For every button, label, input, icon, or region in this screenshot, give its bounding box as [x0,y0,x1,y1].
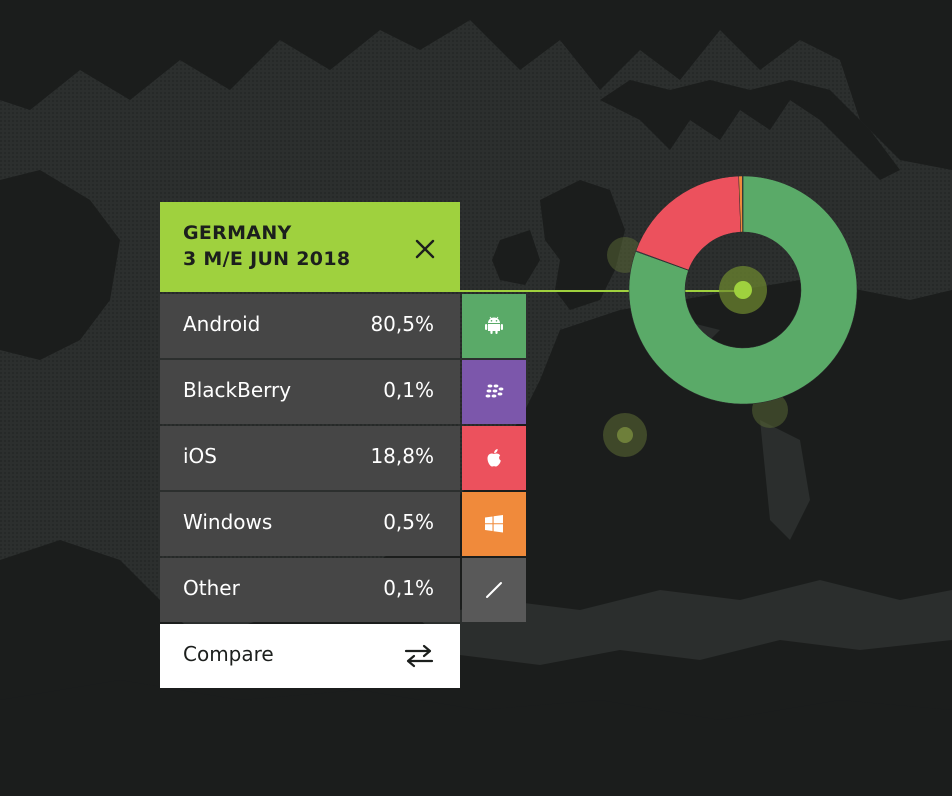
compare-button[interactable]: Compare [160,624,460,688]
period-label: 3 M/E JUN 2018 [183,248,351,270]
compare-label: Compare [183,642,274,666]
country-panel: GERMANY 3 M/E JUN 2018 Android 80,5% [160,202,526,688]
swap-arrows-icon [404,644,434,668]
os-row-other[interactable]: Other 0,1% [160,558,526,622]
apple-icon [487,449,501,467]
os-share-donut-chart [628,175,858,405]
connector-line [460,290,742,292]
android-icon [485,316,503,334]
os-value: 18,8% [370,444,434,468]
os-row-ios[interactable]: iOS 18,8% [160,426,526,490]
os-value: 0,5% [383,510,434,534]
os-label: iOS [183,444,217,468]
close-icon [415,239,435,259]
os-label: Android [183,312,261,336]
os-tile[interactable] [462,492,526,556]
blackberry-icon [485,384,504,398]
location-marker[interactable] [734,281,752,299]
os-label: Windows [183,510,273,534]
os-tile[interactable] [462,558,526,622]
os-value: 0,1% [383,378,434,402]
windows-icon [485,515,503,533]
os-tile[interactable] [462,360,526,424]
os-value: 80,5% [370,312,434,336]
close-button[interactable] [410,234,440,264]
country-name: GERMANY [183,222,292,244]
donut-slice-android [628,175,858,405]
slash-icon [486,582,502,598]
os-tile[interactable] [462,294,526,358]
os-row-blackberry[interactable]: BlackBerry 0,1% [160,360,526,424]
os-value: 0,1% [383,576,434,600]
os-tile[interactable] [462,426,526,490]
os-row-windows[interactable]: Windows 0,5% [160,492,526,556]
donut-slice-other [742,175,744,233]
os-label: BlackBerry [183,378,292,402]
os-row-android[interactable]: Android 80,5% [160,294,526,358]
os-label: Other [183,576,240,600]
donut-slice-ios [635,175,742,271]
panel-header: GERMANY 3 M/E JUN 2018 [160,202,460,292]
